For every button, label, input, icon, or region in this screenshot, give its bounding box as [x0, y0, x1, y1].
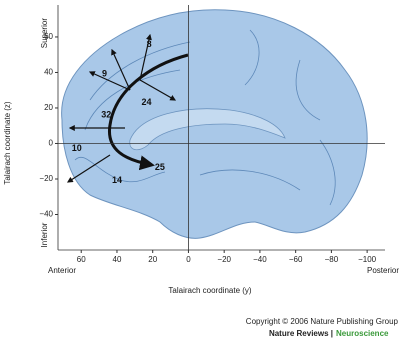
area-label: 25: [155, 162, 165, 172]
x-tick-label: −40: [253, 255, 267, 264]
x-tick-label: −80: [325, 255, 339, 264]
x-tick-label: −60: [289, 255, 303, 264]
x-tick-label: 40: [113, 255, 122, 264]
corpus-callosum: [129, 108, 286, 151]
x-tick-label: −100: [358, 255, 377, 264]
y-tick-label: 20: [44, 103, 53, 112]
area-label: 10: [72, 143, 82, 153]
superior-label: Superior: [40, 18, 49, 49]
area-label: 32: [101, 109, 111, 119]
x-tick-label: 20: [148, 255, 157, 264]
y-axis-title: Talairach coordinate (z): [3, 101, 12, 184]
area-label: 9: [102, 69, 107, 79]
y-tick-label: 0: [49, 139, 54, 148]
posterior-label: Posterior: [367, 266, 399, 275]
x-tick-label: 60: [77, 255, 86, 264]
journal: Nature Reviews |: [269, 329, 333, 338]
main-arrow: [108, 53, 189, 171]
area-label: 24: [141, 97, 151, 107]
y-tick-label: 60: [44, 32, 53, 41]
arrows: [66, 33, 177, 183]
y-tick-label: −20: [39, 174, 53, 183]
x-tick-label: 0: [186, 255, 191, 264]
area-label: 8: [147, 39, 152, 49]
copyright: Copyright © 2006 Nature Publishing Group: [246, 317, 399, 326]
sulci: [74, 29, 336, 206]
inferior-label: Inferior: [40, 222, 49, 247]
x-axis-title: Talairach coordinate (y): [168, 286, 251, 295]
area-label: 14: [112, 175, 122, 185]
y-tick-label: 40: [44, 68, 53, 77]
anterior-label: Anterior: [48, 266, 76, 275]
subjournal: Neuroscience: [336, 329, 389, 338]
y-tick-label: −40: [39, 210, 53, 219]
x-tick-label: −20: [217, 255, 231, 264]
